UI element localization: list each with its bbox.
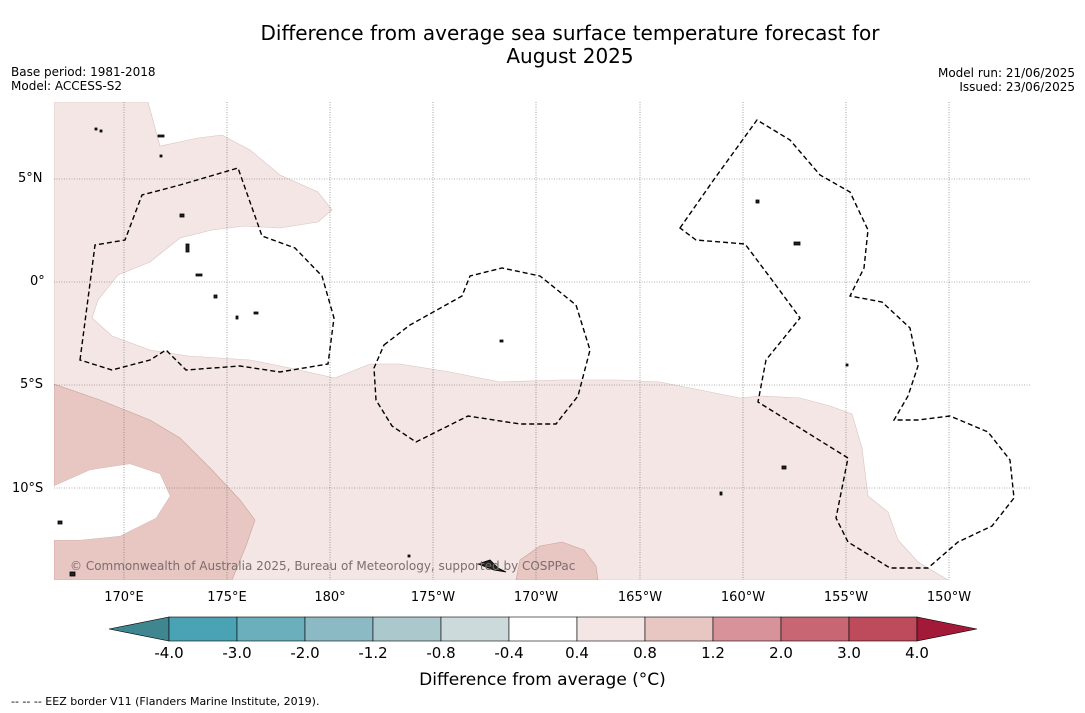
lat-label-0: 0° bbox=[30, 274, 45, 289]
colorbar-segment bbox=[508, 616, 578, 642]
colorbar-segment bbox=[848, 616, 918, 642]
lon-label-180: 180° bbox=[314, 590, 346, 605]
island bbox=[99, 129, 103, 133]
lon-label-150w: 150°W bbox=[926, 590, 972, 605]
base-info: Base period: 1981-2018 Model: ACCESS-S2 bbox=[11, 65, 156, 93]
lon-label-165w: 165°W bbox=[617, 590, 663, 605]
island bbox=[476, 559, 507, 573]
title-line-2: August 2025 bbox=[506, 44, 634, 68]
lat-label-5s: 5°S bbox=[20, 377, 44, 392]
colorbar-tick: -4.0 bbox=[154, 644, 184, 662]
eez-border-west bbox=[79, 167, 335, 373]
graticule bbox=[54, 102, 1031, 580]
island bbox=[57, 520, 63, 525]
eez-borders bbox=[79, 119, 1015, 569]
model-name: Model: ACCESS-S2 bbox=[11, 79, 123, 93]
islands bbox=[57, 127, 849, 577]
island bbox=[94, 127, 98, 131]
colorbar-label: Difference from average (°C) bbox=[419, 670, 666, 690]
island bbox=[185, 243, 190, 253]
title-line-1: Difference from average sea surface temp… bbox=[260, 21, 880, 45]
colorbar-tick: 0.4 bbox=[565, 644, 589, 662]
island bbox=[845, 363, 849, 367]
island bbox=[793, 241, 801, 246]
island bbox=[179, 213, 185, 218]
colorbar-tick: 0.8 bbox=[633, 644, 657, 662]
island bbox=[719, 491, 723, 496]
colorbar-tick: -1.2 bbox=[358, 644, 388, 662]
island bbox=[499, 339, 504, 343]
island bbox=[159, 154, 163, 158]
eez-border-east bbox=[679, 119, 1015, 569]
island bbox=[69, 571, 76, 577]
colorbar-segment bbox=[372, 616, 442, 642]
neutral-hole bbox=[54, 464, 170, 540]
island bbox=[195, 273, 203, 277]
colorbar-segment bbox=[644, 616, 714, 642]
anomaly-region-medium-east bbox=[515, 541, 599, 580]
lon-label-170e: 170°E bbox=[104, 590, 144, 605]
lon-label-155w: 155°W bbox=[823, 590, 869, 605]
model-run: Model run: 21/06/2025 bbox=[937, 66, 1075, 80]
issued-date: Issued: 23/06/2025 bbox=[959, 80, 1075, 94]
colorbar-tick: 2.0 bbox=[769, 644, 793, 662]
map-title: Difference from average sea surface temp… bbox=[170, 22, 970, 68]
eez-border-central bbox=[373, 267, 591, 443]
island bbox=[157, 134, 165, 138]
lat-label-10s: 10°S bbox=[12, 481, 44, 496]
base-period: Base period: 1981-2018 bbox=[11, 65, 156, 79]
colorbar-segment bbox=[780, 616, 850, 642]
island bbox=[253, 311, 259, 315]
lon-label-175e: 175°E bbox=[207, 590, 247, 605]
colorbar-tick: -0.8 bbox=[426, 644, 456, 662]
colorbar bbox=[108, 616, 978, 642]
anomaly-region-light bbox=[54, 102, 949, 580]
lat-label-5n: 5°N bbox=[18, 171, 43, 186]
colorbar-segment bbox=[576, 616, 646, 642]
colorbar-under-arrow bbox=[108, 616, 170, 642]
colorbar-segment bbox=[236, 616, 306, 642]
lon-label-170w: 170°W bbox=[513, 590, 559, 605]
lon-label-160w: 160°W bbox=[720, 590, 766, 605]
colorbar-over-arrow bbox=[916, 616, 978, 642]
colorbar-tick: 3.0 bbox=[837, 644, 861, 662]
colorbar-tick: -2.0 bbox=[290, 644, 320, 662]
lon-label-175w: 175°W bbox=[410, 590, 456, 605]
colorbar-tick: 4.0 bbox=[905, 644, 929, 662]
colorbar-segment bbox=[712, 616, 782, 642]
colorbar-segment bbox=[440, 616, 510, 642]
island bbox=[781, 465, 787, 470]
eez-legend-note: -- -- -- EEZ border V11 (Flanders Marine… bbox=[11, 695, 320, 708]
colorbar-tick: -3.0 bbox=[222, 644, 252, 662]
copyright-notice: © Commonwealth of Australia 2025, Bureau… bbox=[70, 559, 576, 573]
island bbox=[213, 294, 218, 299]
island bbox=[235, 315, 239, 320]
colorbar-segment bbox=[168, 616, 238, 642]
colorbar-tick: -0.4 bbox=[494, 644, 524, 662]
island bbox=[407, 554, 411, 558]
colorbar-tick: 1.2 bbox=[701, 644, 725, 662]
colorbar-segment bbox=[304, 616, 374, 642]
map-area bbox=[54, 102, 1031, 580]
island bbox=[755, 199, 760, 204]
run-info: Model run: 21/06/2025 Issued: 23/06/2025 bbox=[938, 66, 1075, 94]
